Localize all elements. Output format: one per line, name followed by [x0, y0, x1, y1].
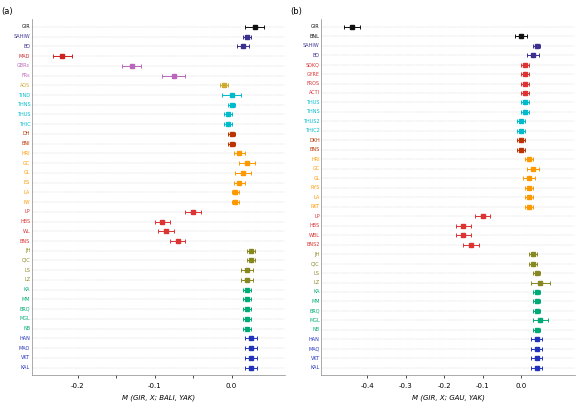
X-axis label: M (GIR, X; GAU, YAK): M (GIR, X; GAU, YAK) [411, 395, 485, 401]
X-axis label: M (GIR, X; BALI, YAK): M (GIR, X; BALI, YAK) [122, 395, 195, 401]
Text: (b): (b) [290, 7, 303, 16]
Text: (a): (a) [1, 7, 13, 16]
